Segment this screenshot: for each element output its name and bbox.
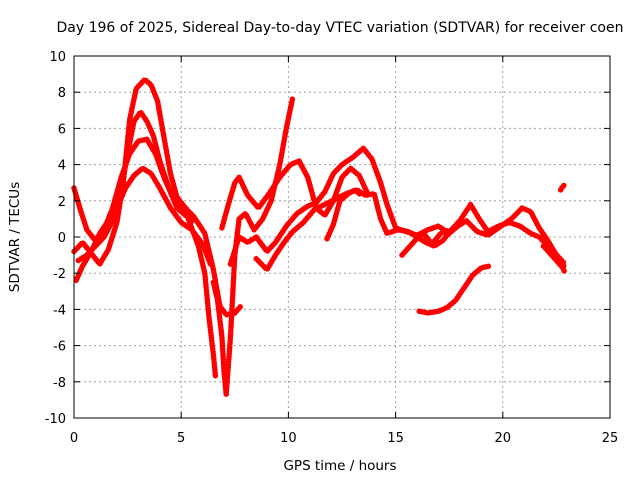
y-tick-label: -10 [45, 412, 66, 427]
y-tick-label: -8 [53, 376, 66, 391]
series-track-10 [399, 227, 452, 258]
series-track-9 [324, 187, 365, 242]
x-tick-label: 10 [280, 431, 297, 446]
series-track-1 [71, 76, 244, 318]
series-track-2 [75, 109, 219, 380]
y-tick-label: -4 [53, 303, 66, 318]
x-tick-label: 5 [177, 431, 185, 446]
y-tick-label: 10 [49, 50, 66, 65]
y-tick-label: -6 [53, 340, 66, 355]
y-tick-label: 2 [58, 195, 66, 210]
series-track-13 [557, 181, 568, 193]
x-tick-label: 0 [70, 431, 78, 446]
grid-lines [74, 56, 610, 418]
y-tick-label: 6 [58, 122, 66, 137]
y-tick-label: 0 [58, 231, 66, 246]
series-track-11 [416, 263, 493, 316]
y-axis-ticks: -10 -8 -6 -4 -2 0 2 4 6 8 10 [45, 50, 610, 427]
y-tick-label: -2 [53, 267, 66, 282]
x-tick-label: 15 [387, 431, 404, 446]
series-track-8 [253, 187, 568, 273]
series-track-12 [540, 243, 568, 276]
x-axis-ticks: 0 5 10 15 20 25 [70, 56, 618, 446]
y-axis-label: SDTVAR / TECUs [7, 182, 23, 292]
series-track-3 [71, 136, 195, 244]
x-tick-label: 25 [602, 431, 619, 446]
chart-title: Day 196 of 2025, Sidereal Day-to-day VTE… [57, 20, 624, 36]
series-track-6 [219, 158, 371, 231]
series-track-7 [227, 145, 568, 271]
x-axis-label: GPS time / hours [283, 458, 396, 474]
x-tick-label: 20 [495, 431, 512, 446]
y-tick-label: 4 [58, 159, 66, 174]
y-tick-label: 8 [58, 86, 66, 101]
data-series [71, 76, 568, 398]
series-track-4 [73, 165, 214, 284]
